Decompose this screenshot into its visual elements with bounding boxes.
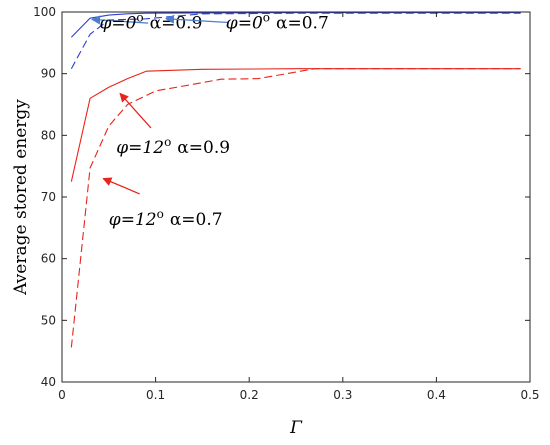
x-tick-label: 0.1 — [146, 388, 165, 402]
y-axis-title: Average stored energy — [11, 99, 31, 296]
annotation-layer: φ=0o α=0.9 φ=0o α=0.7 φ=12o α=0.9 φ=12o α=0.7 — [91, 11, 329, 230]
x-tick-label: 0.2 — [240, 388, 259, 402]
y-tick-label: 50 — [41, 313, 56, 327]
y-tick-label: 70 — [41, 190, 56, 204]
x-tick-label: 0.5 — [520, 388, 539, 402]
y-tick-label: 60 — [41, 252, 56, 266]
annotation-arrow — [102, 177, 140, 195]
annotation-label: φ=0o α=0.9 — [99, 11, 202, 34]
x-tick-label: 0.4 — [427, 388, 446, 402]
x-tick-label: 0 — [58, 388, 66, 402]
tick-layer: 0 0.1 0.2 0.3 0.4 0.5 40 50 60 70 80 90 100 — [33, 5, 539, 402]
annotation-arrow — [164, 14, 229, 24]
annotation-label: φ=12o α=0.9 — [116, 135, 230, 158]
series-line-3 — [70, 68, 521, 182]
annotation-label: φ=12o α=0.7 — [109, 207, 223, 230]
y-tick-label: 80 — [41, 128, 56, 142]
annotation-arrow — [119, 92, 152, 129]
x-axis-title: Γ — [289, 418, 303, 438]
series-line-2 — [70, 12, 521, 69]
x-tick-label: 0.3 — [333, 388, 352, 402]
annotation-arrow — [91, 15, 149, 25]
y-tick-label: 40 — [41, 375, 56, 389]
y-tick-label: 90 — [41, 67, 56, 81]
annotation-label: φ=0o α=0.7 — [226, 11, 329, 34]
series-line-4 — [70, 68, 521, 348]
plot-area — [62, 12, 530, 382]
y-tick-label: 100 — [33, 5, 56, 19]
